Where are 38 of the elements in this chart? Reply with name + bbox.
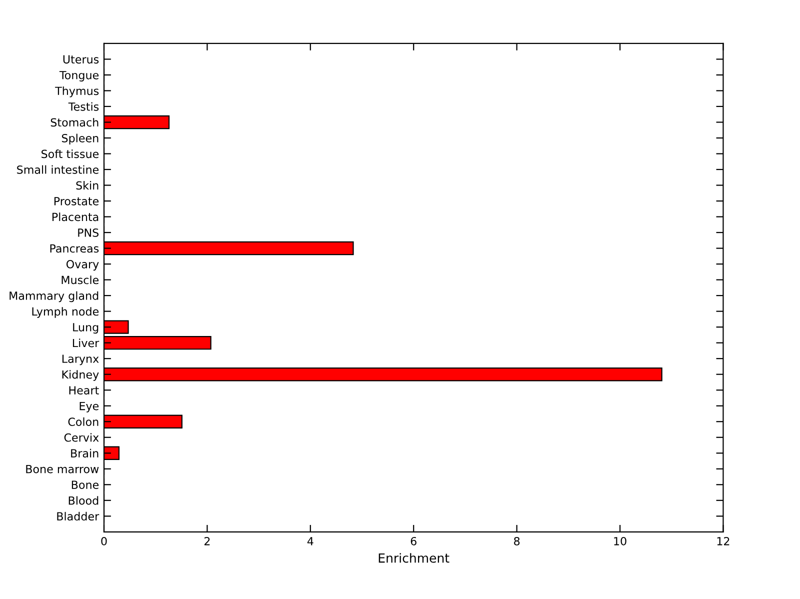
y-tick-label: Muscle: [62, 276, 99, 284]
y-tick-label: Brain: [71, 448, 98, 458]
y-tick-label: Skin: [76, 181, 98, 190]
y-tick-label: Lung: [73, 323, 98, 334]
y-tick-label: Bladder: [57, 512, 100, 521]
y-tick-label: Cervix: [64, 433, 99, 442]
y-tick-label: Small intestine: [17, 165, 99, 174]
x-tick-label: 6: [410, 536, 416, 546]
x-tick-label: 2: [204, 536, 210, 546]
y-tick-label: Soft tissue: [42, 150, 99, 158]
y-tick-label: Heart: [69, 386, 99, 394]
y-tick-label: Eye: [80, 402, 99, 412]
y-tick-label: PNS: [78, 228, 99, 237]
y-tick-label: Kidney: [62, 370, 99, 381]
x-tick-label: 8: [514, 536, 520, 546]
x-tick-label: 10: [614, 536, 626, 546]
y-tick-label: Uterus: [63, 55, 99, 64]
y-tick-label: Stomach: [50, 118, 98, 127]
y-tick-label: Colon: [68, 417, 98, 426]
y-tick-label: Liver: [72, 338, 100, 348]
y-tick-label: Testis: [68, 102, 99, 111]
y-tick-label: Mammary gland: [10, 291, 98, 302]
y-tick-label: Bone: [72, 480, 99, 490]
y-tick-label: Pancreas: [50, 244, 99, 253]
x-tick-label: 12: [717, 536, 730, 546]
x-tick-label: 4: [307, 537, 314, 546]
y-tick-label: Spleen: [62, 134, 98, 145]
y-tick-label: Prostate: [54, 197, 99, 206]
x-axis-title: Enrichment: [378, 553, 450, 563]
y-tick-label: Bone marrow: [26, 465, 99, 474]
y-tick-label: Larynx: [62, 354, 99, 366]
y-tick-label: Lymph node: [32, 307, 99, 318]
y-tick-label: Thymus: [55, 86, 99, 98]
y-tick-label: Ovary: [66, 260, 99, 271]
y-tick-label: Placenta: [52, 212, 98, 222]
y-tick-label: Blood: [68, 496, 98, 505]
y-tick-label: Tongue: [59, 71, 99, 82]
x-tick-label: 0: [101, 536, 107, 546]
